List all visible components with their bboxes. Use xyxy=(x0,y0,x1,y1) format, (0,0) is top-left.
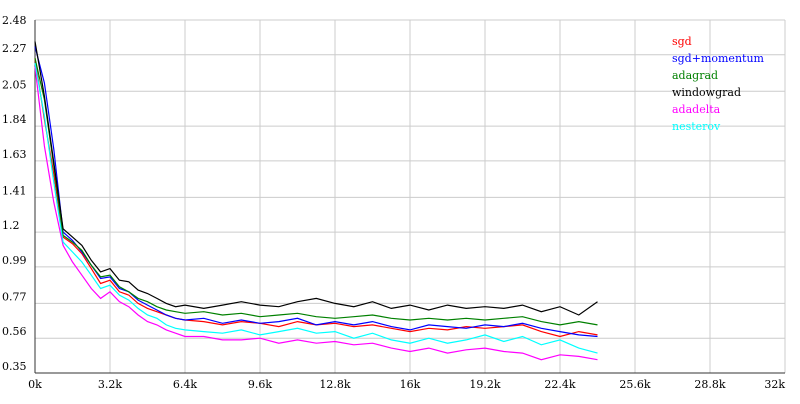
legend-entry-windowgrad: windowgrad xyxy=(672,86,741,99)
y-tick-label: 0.77 xyxy=(2,290,27,303)
y-tick-label: 1.84 xyxy=(2,113,27,126)
y-tick-label: 0.35 xyxy=(2,360,27,373)
y-tick-label: 0.56 xyxy=(2,325,27,338)
series-line-sgd-momentum xyxy=(34,46,598,338)
series-line-adagrad xyxy=(34,57,598,326)
x-tick-label: 9.6k xyxy=(248,378,272,391)
series-line-nesterov xyxy=(34,62,598,354)
series-line-windowgrad xyxy=(34,41,598,316)
y-tick-label: 0.99 xyxy=(2,254,27,267)
y-tick-label: 2.48 xyxy=(2,14,27,27)
series-line-adadelta xyxy=(34,66,598,361)
series-line-sgd xyxy=(34,58,598,338)
x-tick-label: 16k xyxy=(400,378,421,391)
y-tick-label: 2.05 xyxy=(2,78,27,91)
legend-entry-adagrad: adagrad xyxy=(672,69,718,82)
x-tick-label: 32k xyxy=(764,378,785,391)
axis-layer: 0.35 0.56 0.77 0.99 1.2 1.41 1.63 1.84 2.05 2.27 2… xyxy=(2,14,785,391)
y-tick-label: 2.27 xyxy=(2,42,27,55)
legend: sgd sgd+momentum adagrad windowgrad adadelta… xyxy=(672,35,765,133)
x-tick-label: 25.6k xyxy=(619,378,650,391)
y-tick-label: 1.41 xyxy=(2,184,27,197)
legend-entry-sgd-momentum: sgd+momentum xyxy=(672,52,765,65)
legend-entry-nesterov: nesterov xyxy=(672,120,721,133)
x-tick-label: 28.8k xyxy=(694,378,725,391)
legend-entry-adadelta: adadelta xyxy=(672,103,721,116)
y-tick-label: 1.2 xyxy=(2,219,20,232)
x-tick-label: 0k xyxy=(28,378,42,391)
y-tick-label: 1.63 xyxy=(2,148,27,161)
series-layer xyxy=(34,41,598,361)
x-tick-label: 3.2k xyxy=(98,378,122,391)
x-tick-label: 19.2k xyxy=(469,378,500,391)
x-tick-label: 22.4k xyxy=(544,378,575,391)
x-tick-label: 6.4k xyxy=(173,378,197,391)
legend-entry-sgd: sgd xyxy=(672,35,692,48)
x-tick-label: 12.8k xyxy=(319,378,350,391)
